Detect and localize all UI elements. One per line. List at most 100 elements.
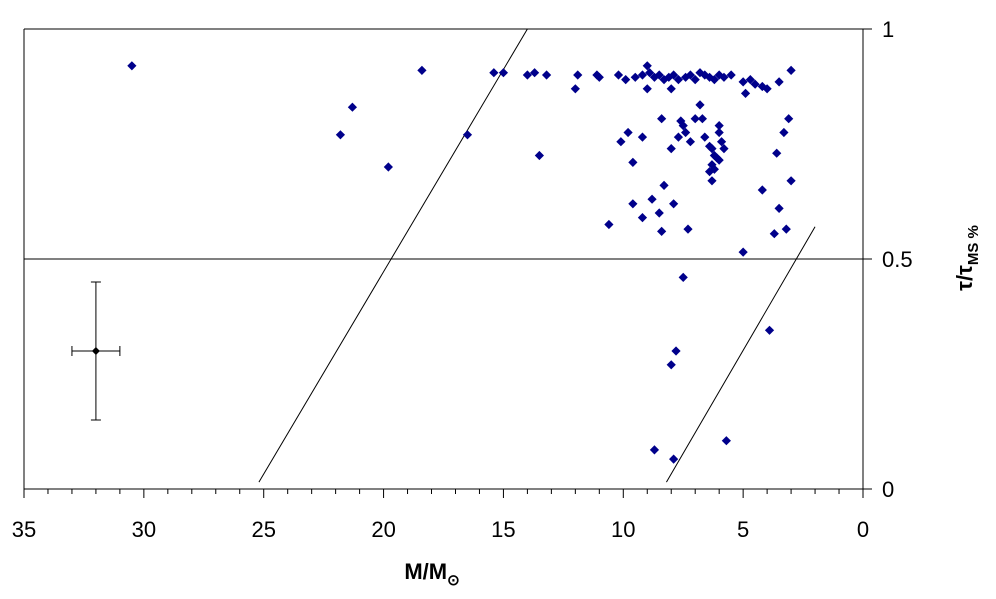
x-tick-label: 30 bbox=[132, 517, 156, 542]
data-point bbox=[700, 70, 710, 80]
error-bar bbox=[71, 281, 121, 421]
data-point bbox=[726, 70, 736, 80]
data-point bbox=[623, 127, 633, 138]
data-point bbox=[678, 121, 688, 131]
data-point bbox=[707, 176, 717, 186]
y-axis-title-main: τ/τ bbox=[952, 265, 977, 291]
data-point bbox=[695, 100, 705, 110]
x-tick-label: 35 bbox=[12, 517, 36, 542]
data-point bbox=[738, 77, 748, 87]
data-point bbox=[604, 219, 614, 230]
data-point bbox=[594, 72, 604, 82]
data-point bbox=[774, 203, 784, 213]
data-point bbox=[678, 272, 688, 282]
data-point bbox=[657, 226, 667, 236]
data-point bbox=[714, 155, 724, 165]
data-point bbox=[570, 84, 580, 94]
x-tick-label: 5 bbox=[737, 517, 749, 542]
data-point bbox=[657, 114, 667, 124]
data-point bbox=[642, 61, 652, 71]
data-point bbox=[738, 247, 748, 257]
data-point bbox=[529, 68, 540, 78]
data-point bbox=[347, 102, 358, 112]
data-point bbox=[762, 84, 772, 94]
data-point bbox=[716, 137, 727, 147]
x-axis-title-sub: ⊙ bbox=[447, 572, 460, 589]
data-point bbox=[628, 157, 638, 167]
data-point bbox=[671, 346, 681, 356]
data-point bbox=[769, 229, 779, 239]
data-points bbox=[127, 61, 796, 464]
data-point bbox=[637, 213, 648, 223]
data-point bbox=[779, 127, 789, 138]
data-point bbox=[628, 199, 638, 209]
data-point bbox=[740, 88, 751, 98]
data-point bbox=[489, 68, 499, 78]
data-point bbox=[714, 121, 724, 131]
data-point bbox=[774, 77, 784, 87]
data-point bbox=[616, 137, 626, 147]
data-point bbox=[417, 65, 427, 75]
x-tick-label: 20 bbox=[371, 517, 395, 542]
data-point bbox=[745, 75, 755, 85]
data-point bbox=[621, 75, 631, 85]
diagonal-line-right bbox=[666, 226, 816, 483]
data-point bbox=[642, 84, 652, 94]
data-point bbox=[697, 114, 707, 124]
data-point bbox=[673, 132, 684, 142]
data-point bbox=[669, 70, 679, 80]
data-point bbox=[714, 127, 724, 138]
data-point bbox=[764, 325, 775, 335]
data-point bbox=[673, 75, 684, 85]
data-point bbox=[700, 132, 710, 142]
data-point bbox=[666, 144, 676, 154]
data-point bbox=[681, 127, 691, 138]
x-tick-labels: 0 5 10 15 20 25 30 35 bbox=[12, 517, 869, 542]
data-point bbox=[541, 70, 552, 80]
data-point bbox=[592, 70, 602, 80]
data-point bbox=[690, 114, 700, 124]
data-point bbox=[498, 68, 509, 78]
data-point bbox=[669, 199, 679, 209]
y-tick-label: 0.5 bbox=[882, 247, 913, 272]
data-point bbox=[707, 160, 717, 170]
data-point bbox=[335, 130, 346, 140]
data-point bbox=[669, 454, 679, 464]
data-point bbox=[649, 445, 660, 455]
data-point bbox=[637, 70, 648, 80]
data-point bbox=[666, 360, 676, 370]
data-point bbox=[781, 224, 791, 234]
data-point bbox=[613, 70, 624, 80]
data-point bbox=[534, 150, 544, 161]
data-point bbox=[647, 194, 657, 204]
y-axis-title: τ/τMS % bbox=[952, 225, 982, 291]
x-tick-label: 10 bbox=[611, 517, 635, 542]
data-point bbox=[714, 70, 724, 80]
data-point bbox=[630, 72, 640, 82]
data-point bbox=[645, 68, 655, 78]
data-point bbox=[462, 130, 473, 140]
data-point bbox=[654, 208, 664, 218]
data-point bbox=[685, 70, 696, 80]
data-point bbox=[683, 224, 693, 234]
x-axis-title: M/M⊙ bbox=[404, 559, 459, 589]
data-point bbox=[786, 176, 796, 186]
x-tick-label: 15 bbox=[491, 517, 515, 542]
diagonal-line-left bbox=[258, 28, 528, 483]
data-point bbox=[659, 180, 669, 190]
data-point bbox=[750, 79, 760, 89]
data-point bbox=[383, 162, 393, 172]
data-point bbox=[709, 150, 719, 161]
data-point bbox=[704, 167, 715, 177]
data-point bbox=[757, 81, 767, 92]
data-point bbox=[719, 144, 729, 154]
data-point bbox=[695, 68, 705, 78]
data-point bbox=[637, 132, 648, 142]
data-point bbox=[719, 72, 729, 82]
data-point bbox=[721, 436, 731, 446]
data-point bbox=[709, 75, 719, 85]
data-point bbox=[666, 84, 676, 94]
data-point bbox=[784, 114, 794, 124]
data-point bbox=[676, 116, 686, 126]
